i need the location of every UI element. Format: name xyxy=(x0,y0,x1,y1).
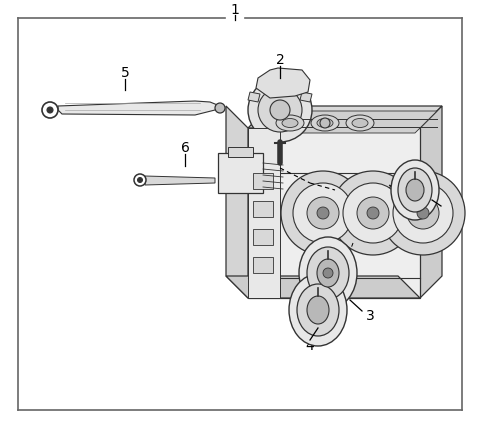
Text: 4: 4 xyxy=(444,201,452,215)
Text: 6: 6 xyxy=(180,141,190,155)
Ellipse shape xyxy=(299,237,357,309)
Polygon shape xyxy=(256,68,310,98)
Circle shape xyxy=(317,207,329,219)
Circle shape xyxy=(343,183,403,243)
Bar xyxy=(248,128,280,298)
Polygon shape xyxy=(226,276,420,298)
Polygon shape xyxy=(226,106,248,298)
Circle shape xyxy=(281,171,365,255)
Ellipse shape xyxy=(311,115,339,131)
Polygon shape xyxy=(420,106,442,298)
Circle shape xyxy=(258,88,302,132)
Ellipse shape xyxy=(352,119,368,128)
Polygon shape xyxy=(248,92,260,102)
Circle shape xyxy=(367,207,379,219)
Circle shape xyxy=(293,183,353,243)
Bar xyxy=(253,173,273,189)
Circle shape xyxy=(331,171,415,255)
Circle shape xyxy=(137,178,143,182)
Circle shape xyxy=(134,174,146,186)
Polygon shape xyxy=(58,101,220,115)
Circle shape xyxy=(215,103,225,113)
Circle shape xyxy=(323,268,333,278)
Circle shape xyxy=(357,197,389,229)
Circle shape xyxy=(381,171,465,255)
Circle shape xyxy=(393,183,453,243)
Ellipse shape xyxy=(307,247,349,299)
Polygon shape xyxy=(253,111,437,133)
Polygon shape xyxy=(145,176,215,185)
Ellipse shape xyxy=(307,296,329,324)
Text: 3: 3 xyxy=(366,309,374,323)
Ellipse shape xyxy=(297,284,339,336)
Ellipse shape xyxy=(398,168,432,212)
Bar xyxy=(253,201,273,217)
Polygon shape xyxy=(248,106,442,128)
Circle shape xyxy=(407,197,439,229)
Ellipse shape xyxy=(346,115,374,131)
Bar xyxy=(253,229,273,245)
Bar xyxy=(248,128,420,298)
Circle shape xyxy=(47,107,53,113)
Ellipse shape xyxy=(391,160,439,220)
Circle shape xyxy=(42,102,58,118)
Bar xyxy=(218,153,263,193)
Ellipse shape xyxy=(406,179,424,201)
Bar xyxy=(253,257,273,273)
Bar xyxy=(228,147,253,157)
Text: 2: 2 xyxy=(276,53,284,67)
Circle shape xyxy=(320,118,330,128)
Ellipse shape xyxy=(276,115,304,131)
Ellipse shape xyxy=(282,119,298,128)
Text: 5: 5 xyxy=(120,66,130,80)
Circle shape xyxy=(270,100,290,120)
Circle shape xyxy=(417,207,429,219)
Ellipse shape xyxy=(317,119,333,128)
Text: 1: 1 xyxy=(230,3,240,17)
Ellipse shape xyxy=(317,259,339,287)
Circle shape xyxy=(307,197,339,229)
Ellipse shape xyxy=(289,274,347,346)
Text: 4: 4 xyxy=(306,339,314,353)
Circle shape xyxy=(248,78,312,142)
Polygon shape xyxy=(300,92,312,102)
